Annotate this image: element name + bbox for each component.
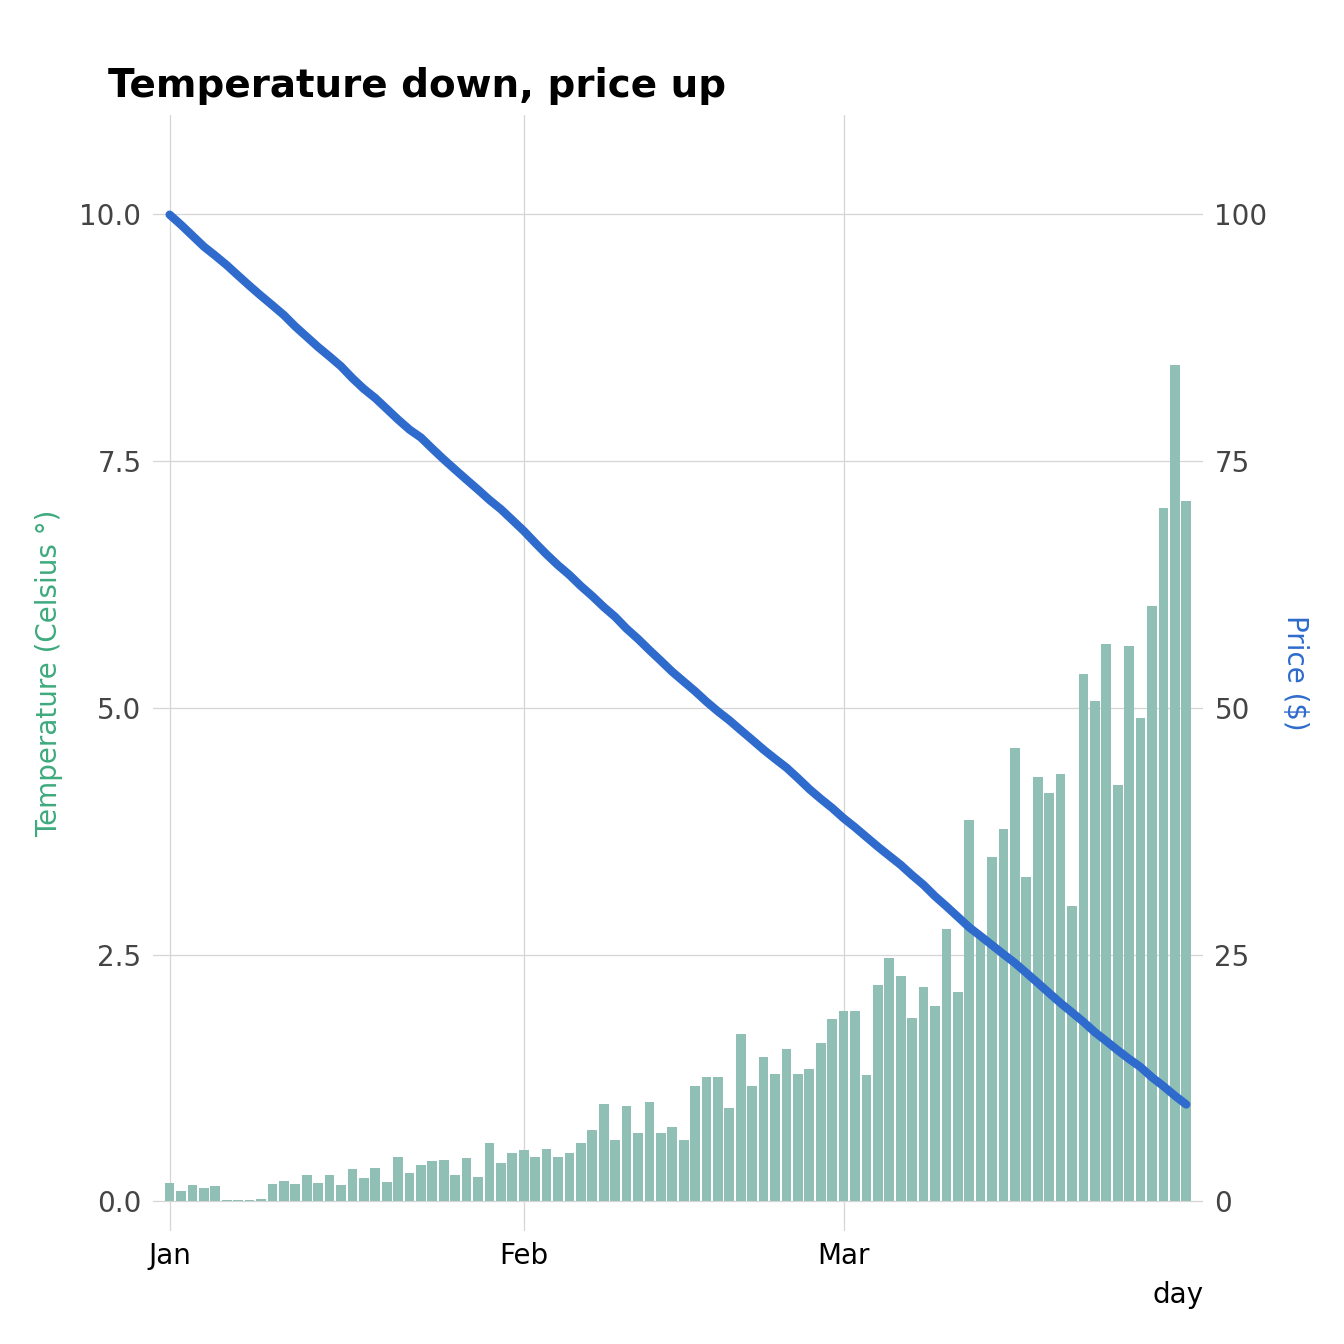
Bar — [165, 1183, 175, 1202]
Bar — [405, 1173, 414, 1202]
Bar — [599, 1103, 609, 1202]
Bar — [199, 1188, 208, 1202]
Bar — [610, 1140, 620, 1202]
Bar — [930, 1005, 939, 1202]
Bar — [965, 820, 974, 1202]
Bar — [622, 1106, 632, 1202]
Bar — [325, 1175, 335, 1202]
Bar — [828, 1020, 837, 1202]
Bar — [267, 1184, 277, 1202]
Bar — [702, 1077, 711, 1202]
Bar — [953, 992, 962, 1202]
Bar — [1125, 646, 1134, 1202]
Bar — [211, 1185, 220, 1202]
Y-axis label: Price ($): Price ($) — [1281, 616, 1309, 731]
Bar — [976, 934, 985, 1202]
Bar — [724, 1107, 734, 1202]
Bar — [348, 1169, 358, 1202]
Bar — [691, 1086, 700, 1202]
Bar — [679, 1140, 688, 1202]
Bar — [1148, 606, 1157, 1202]
Bar — [1056, 774, 1066, 1202]
Bar — [496, 1164, 505, 1202]
Bar — [759, 1058, 769, 1202]
Bar — [1079, 673, 1089, 1202]
Bar — [747, 1086, 757, 1202]
Bar — [302, 1175, 312, 1202]
Bar — [714, 1077, 723, 1202]
Bar — [919, 986, 929, 1202]
Bar — [554, 1157, 563, 1202]
Bar — [462, 1159, 472, 1202]
Bar — [896, 976, 906, 1202]
Bar — [394, 1157, 403, 1202]
Bar — [1067, 906, 1077, 1202]
Bar — [633, 1133, 642, 1202]
Bar — [439, 1160, 449, 1202]
Bar — [1044, 793, 1054, 1202]
Bar — [290, 1184, 300, 1202]
Bar — [485, 1144, 495, 1202]
Bar — [257, 1199, 266, 1202]
Y-axis label: Temperature (Celsius °): Temperature (Celsius °) — [35, 509, 63, 837]
Bar — [839, 1012, 848, 1202]
Bar — [851, 1011, 860, 1202]
Bar — [793, 1074, 802, 1202]
Bar — [942, 929, 952, 1202]
Bar — [313, 1183, 323, 1202]
Bar — [1011, 747, 1020, 1202]
Bar — [450, 1175, 460, 1202]
Bar — [1113, 785, 1122, 1202]
Bar — [805, 1068, 814, 1202]
Bar — [1136, 719, 1145, 1202]
Bar — [336, 1185, 345, 1202]
Bar — [188, 1185, 198, 1202]
Bar — [587, 1130, 597, 1202]
Bar — [668, 1126, 677, 1202]
Bar — [280, 1180, 289, 1202]
Bar — [176, 1191, 185, 1202]
Bar — [1159, 508, 1168, 1202]
Bar — [1171, 364, 1180, 1202]
Bar — [542, 1149, 551, 1202]
Bar — [782, 1050, 792, 1202]
Bar — [371, 1168, 380, 1202]
Bar — [770, 1074, 780, 1202]
Bar — [862, 1075, 871, 1202]
Bar — [564, 1153, 574, 1202]
Bar — [884, 958, 894, 1202]
Bar — [473, 1177, 482, 1202]
Bar — [1181, 501, 1191, 1202]
Bar — [519, 1149, 528, 1202]
Bar — [816, 1043, 825, 1202]
Bar — [907, 1017, 917, 1202]
Bar — [999, 829, 1008, 1202]
Bar — [1021, 876, 1031, 1202]
Bar — [508, 1153, 517, 1202]
Text: Temperature down, price up: Temperature down, price up — [108, 67, 726, 105]
Bar — [1034, 777, 1043, 1202]
Bar — [874, 985, 883, 1202]
Bar — [417, 1165, 426, 1202]
Bar — [577, 1144, 586, 1202]
Bar — [427, 1161, 437, 1202]
Bar — [1090, 700, 1099, 1202]
Bar — [359, 1177, 368, 1202]
Bar — [988, 856, 997, 1202]
Bar — [737, 1034, 746, 1202]
Bar — [1102, 645, 1111, 1202]
X-axis label: day: day — [1152, 1281, 1203, 1309]
Bar — [531, 1157, 540, 1202]
Bar — [234, 1199, 243, 1202]
Bar — [656, 1133, 665, 1202]
Bar — [645, 1102, 655, 1202]
Bar — [382, 1181, 391, 1202]
